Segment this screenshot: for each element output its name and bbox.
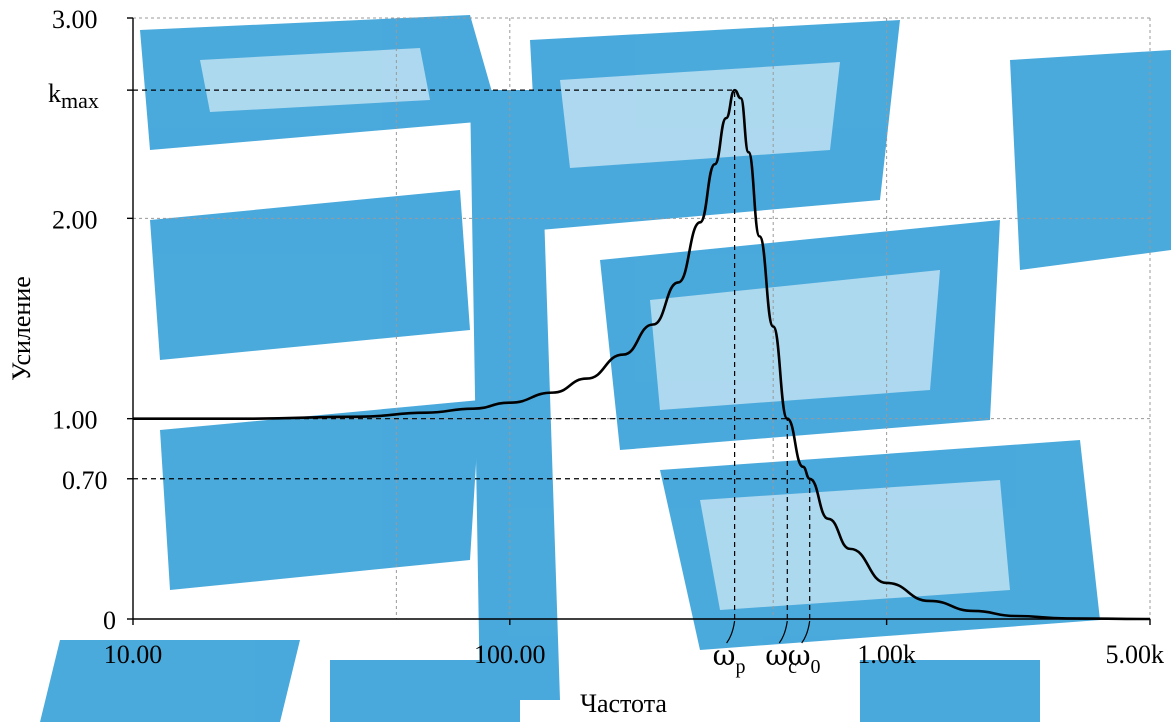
watermark-highlights — [200, 48, 1010, 610]
omega-leader-line — [726, 620, 736, 644]
omega-subscript: p — [735, 656, 745, 678]
y-tick-label-kmax: kmax — [48, 79, 99, 113]
x-tick-label: 100.00 — [474, 640, 546, 669]
x-tick-label: 5.00k — [1106, 640, 1165, 669]
x-axis-title: Частота — [580, 689, 667, 718]
gain-curve — [132, 88, 1151, 621]
omega-subscript: c — [788, 656, 797, 678]
y-tick-label: 3.00 — [52, 5, 98, 34]
omega-leader-line — [801, 620, 811, 644]
y-tick-label: 0.70 — [62, 466, 108, 495]
y-tick-label: 1.00 — [52, 406, 98, 435]
kmax-subscript: max — [61, 88, 99, 113]
x-tick-label: 10.00 — [104, 640, 163, 669]
y-axis-title: Усиление — [7, 276, 36, 381]
x-tick-label: 1.00k — [857, 640, 916, 669]
omega-subscript: 0 — [811, 656, 821, 678]
y-tick-label: 0 — [103, 606, 116, 635]
y-tick-label: 2.00 — [52, 205, 98, 234]
omega-leader-line — [778, 620, 788, 644]
